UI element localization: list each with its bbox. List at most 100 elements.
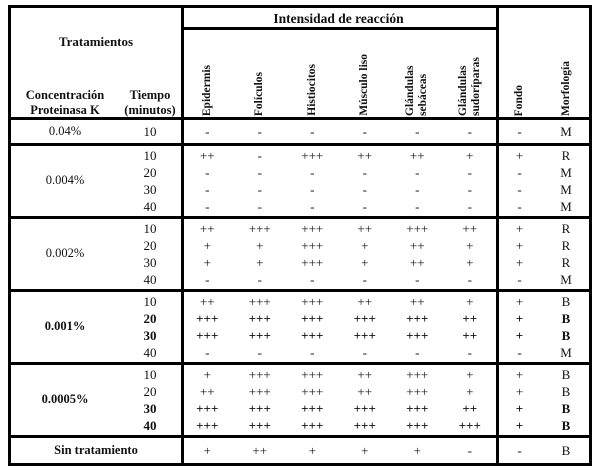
intensity-value: - (257, 199, 262, 214)
divider-intensity-right (496, 8, 499, 463)
column-header-foliculos: Folículos (253, 71, 266, 116)
intensity-value: - (257, 124, 262, 139)
morfologia-value: M (560, 165, 572, 180)
intensity-value: - (415, 182, 420, 197)
intensity-value: +++ (353, 328, 376, 343)
intensity-value: +++ (248, 328, 271, 343)
intensity-value: +++ (301, 238, 324, 253)
column-header-glandulas-sebaceas: Glándulas sebáceas (404, 65, 430, 117)
fondo-value: - (517, 165, 522, 180)
intensity-value: - (257, 165, 262, 180)
morfologia-value: B (561, 418, 571, 433)
fondo-value: - (517, 443, 522, 458)
time-value: 20 (143, 238, 157, 253)
morfologia-value: B (561, 311, 571, 326)
intensity-value: - (257, 345, 262, 360)
concentration-label: 0.001% (44, 319, 86, 334)
divider-treatments-intensity (181, 8, 184, 463)
intensity-value: ++ (462, 401, 478, 416)
intensity-value: + (203, 367, 211, 382)
intensity-value: +++ (196, 311, 219, 326)
treatment-block: 0.002% 10 ++ +++ +++ ++ +++ ++ + R 20 + + +++ + ++ + + R 30… (11, 216, 589, 289)
intensity-value: ++ (199, 384, 215, 399)
intensity-value: - (310, 199, 315, 214)
morfologia-value: B (561, 294, 571, 309)
concentration-column-header: Concentración Proteinasa K (25, 87, 105, 118)
intensity-value: +++ (196, 401, 219, 416)
intensity-value: +++ (248, 311, 271, 326)
intensity-value: - (415, 199, 420, 214)
concentration-label: Sin tratamiento (54, 442, 138, 457)
reaction-intensity-table: Tratamientos Concentración Proteinasa K … (8, 5, 592, 466)
intensity-value: - (257, 272, 262, 287)
column-header-epidermis: Epidermis (200, 64, 213, 116)
intensity-value: - (205, 124, 210, 139)
fondo-value: + (515, 418, 524, 433)
intensity-value: + (203, 238, 211, 253)
morfologia-value: B (561, 328, 571, 343)
morfologia-value: M (560, 124, 572, 139)
intensity-value: +++ (248, 384, 271, 399)
intensity-value: - (362, 199, 367, 214)
intensity-value: +++ (406, 367, 429, 382)
intensity-value: +++ (248, 418, 271, 433)
intensity-value: ++ (462, 311, 478, 326)
intensity-value: - (362, 124, 367, 139)
morfologia-value: M (560, 345, 572, 360)
intensity-value: - (310, 124, 315, 139)
intensity-value: +++ (248, 401, 271, 416)
intensity-value: +++ (196, 418, 219, 433)
intensity-value: ++ (199, 221, 215, 236)
treatment-block: 0.0005% 10 + +++ +++ ++ +++ + + B 20 ++ +++ +++ ++ +++ +… (11, 362, 589, 435)
fondo-value: + (515, 311, 524, 326)
morfologia-value: R (561, 148, 571, 163)
intensity-value: +++ (458, 418, 481, 433)
intensity-value: - (257, 148, 262, 163)
fondo-value: - (517, 182, 522, 197)
time-value: 10 (143, 294, 157, 309)
time-value: 20 (143, 384, 157, 399)
intensity-value: - (257, 182, 262, 197)
intensity-value: + (361, 238, 369, 253)
intensity-value: - (415, 165, 420, 180)
intensity-value: ++ (199, 148, 215, 163)
intensity-value: - (467, 272, 472, 287)
intensity-value: + (466, 384, 474, 399)
fondo-value: + (515, 238, 524, 253)
fondo-value: + (515, 294, 524, 309)
fondo-value: + (515, 401, 524, 416)
intensity-value: +++ (353, 311, 376, 326)
intensity-value: ++ (409, 238, 425, 253)
intensity-value: - (467, 182, 472, 197)
column-header-morfologia: Morfología (559, 61, 572, 116)
intensity-value: - (467, 345, 472, 360)
treatment-block: 0.004% 10 ++ - +++ ++ ++ + + R 20- - - - - - - M 30- - - - - - -… (11, 143, 589, 216)
intensity-value: +++ (406, 328, 429, 343)
time-value: 40 (143, 272, 157, 287)
column-header-fondo: Fondo (513, 84, 526, 116)
intensity-value: - (415, 345, 420, 360)
intensity-value: + (308, 443, 316, 458)
intensity-value: +++ (301, 294, 324, 309)
time-value: 10 (143, 367, 157, 382)
time-value: 30 (143, 182, 157, 197)
intensity-value: ++ (252, 443, 268, 458)
fondo-value: + (515, 384, 524, 399)
intensity-value: - (467, 199, 472, 214)
treatments-title: Tratamientos (58, 34, 134, 49)
treatments-subheaders: Concentración Proteinasa K Tiempo (minut… (11, 88, 181, 119)
intensity-value: - (310, 182, 315, 197)
intensity-value: - (205, 345, 210, 360)
fondo-value: + (515, 367, 524, 382)
time-value: 30 (143, 328, 157, 343)
intensity-value: - (205, 182, 210, 197)
morfologia-value: R (561, 221, 571, 236)
intensity-value: + (466, 148, 474, 163)
time-value: 10 (143, 124, 157, 139)
table-body: 0.04% 10- - - - - - - M 0.004% 10 ++ - +++ ++ ++ + + R 20- -… (11, 120, 589, 463)
time-value: 40 (143, 345, 157, 360)
treatment-block: 0.001% 10 ++ +++ +++ ++ ++ + + B 20 +++ +++ +++ +++ +++… (11, 289, 589, 362)
time-value: 40 (143, 199, 157, 214)
intensity-value: ++ (409, 255, 425, 270)
fondo-value: - (517, 124, 522, 139)
